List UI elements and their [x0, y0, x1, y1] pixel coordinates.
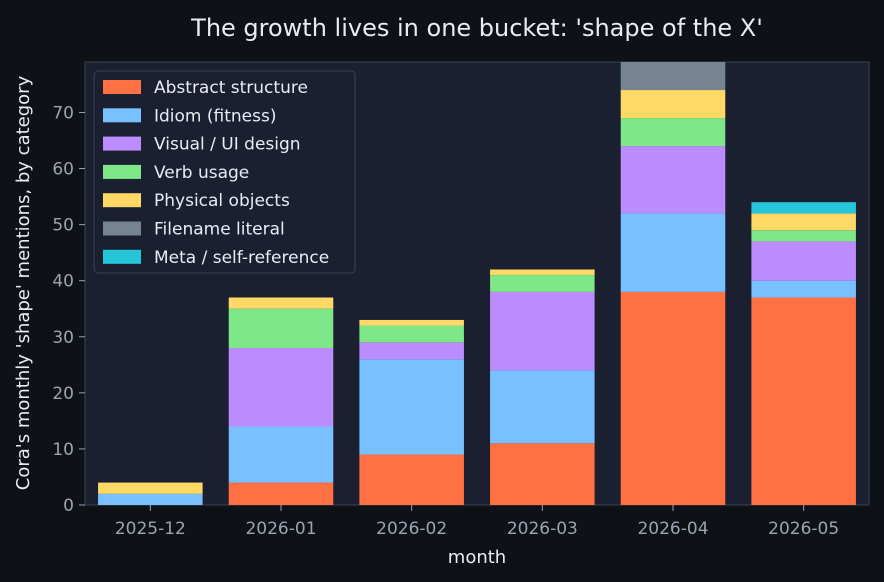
bar-segment — [751, 202, 856, 214]
legend-swatch — [103, 80, 141, 94]
bar-segment — [620, 118, 726, 147]
x-tick-label: 2026-02 — [376, 519, 447, 539]
x-axis: 2025-12 2026-01 2026-02 2026-03 2026-04 2026-… — [115, 505, 839, 539]
legend-label: Meta / self-reference — [154, 248, 329, 268]
x-tick-label: 2026-05 — [768, 519, 839, 539]
x-tick-label: 2026-04 — [637, 519, 708, 539]
legend-swatch — [103, 221, 141, 236]
x-tick-label: 2025-12 — [115, 519, 186, 539]
y-axis: 0 10 20 30 40 50 60 70 — [52, 103, 85, 516]
bar-segment — [751, 230, 856, 242]
bar-segment — [98, 482, 203, 494]
bar-segment — [620, 62, 726, 91]
legend-label: Visual / UI design — [154, 135, 301, 155]
x-tick-label: 2026-01 — [245, 519, 316, 539]
bar-segment — [228, 482, 334, 505]
y-tick-label: 10 — [52, 440, 74, 460]
y-tick-label: 20 — [52, 384, 74, 404]
y-tick-label: 0 — [63, 496, 74, 516]
x-axis-label: month — [448, 547, 506, 568]
bar-segment — [490, 370, 595, 444]
bar-segment — [751, 241, 856, 281]
legend-label: Verb usage — [154, 163, 249, 183]
bar-segment — [98, 493, 203, 505]
y-tick-label: 30 — [52, 328, 74, 348]
bar-segment — [228, 426, 334, 483]
legend-swatch — [103, 136, 141, 151]
bar-segment — [228, 297, 334, 309]
bar-segment — [620, 90, 726, 119]
legend-label: Abstract structure — [154, 78, 308, 98]
bar-segment — [359, 359, 464, 455]
bar-segment — [490, 269, 595, 276]
chart-title: The growth lives in one bucket: 'shape o… — [190, 14, 763, 42]
legend-swatch — [103, 164, 141, 179]
bar-segment — [359, 342, 464, 360]
bars — [98, 62, 856, 505]
bar-segment — [751, 280, 856, 298]
bar-segment — [359, 325, 464, 343]
bar-segment — [751, 297, 856, 505]
bar-segment — [228, 347, 334, 427]
legend-box — [93, 70, 356, 274]
x-tick-label: 2026-03 — [507, 519, 578, 539]
bar-segment — [620, 291, 726, 505]
bar-segment — [490, 291, 595, 371]
legend-label: Physical objects — [154, 191, 290, 211]
legend-swatch — [103, 108, 141, 123]
bar-segment — [490, 443, 595, 505]
bar-segment — [620, 213, 726, 292]
legend-label: Idiom (fitness) — [154, 106, 276, 126]
bar-segment — [620, 146, 726, 214]
y-tick-label: 50 — [52, 216, 74, 236]
bar-segment — [359, 319, 464, 326]
bar-segment — [751, 213, 856, 231]
bar-segment — [490, 275, 595, 292]
y-tick-label: 60 — [52, 160, 74, 180]
legend-swatch — [103, 193, 141, 208]
legend: Abstract structure Idiom (fitness) Visual … — [93, 70, 356, 274]
y-tick-label: 40 — [52, 272, 74, 292]
y-axis-label: Cora's monthly 'shape' mentions, by cate… — [13, 75, 34, 490]
legend-swatch — [103, 249, 141, 264]
bar-segment — [228, 308, 334, 348]
legend-label: Filename literal — [154, 220, 285, 240]
bar-segment — [359, 454, 464, 505]
y-tick-label: 70 — [52, 103, 74, 123]
